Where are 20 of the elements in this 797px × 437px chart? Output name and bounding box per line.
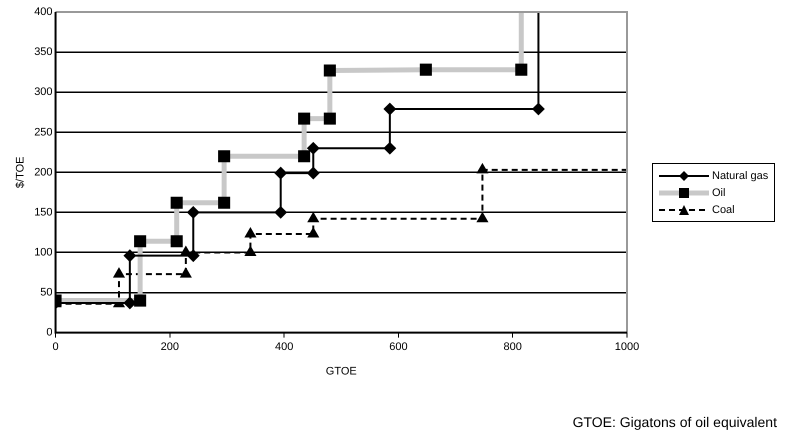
legend-label: Oil <box>712 186 726 198</box>
y-axis-title: $/TOE <box>14 156 27 188</box>
x-tick-label: 200 <box>160 341 180 354</box>
x-axis-title: GTOE <box>326 365 357 378</box>
y-tick-label: 300 <box>34 86 53 98</box>
y-tick-label: 150 <box>34 206 53 218</box>
x-tick-label: 1000 <box>614 341 640 354</box>
y-tick-label: 400 <box>34 6 53 18</box>
y-tick-label: 50 <box>40 286 53 299</box>
y-tick-label: 200 <box>34 166 53 178</box>
y-tick-label: 250 <box>34 126 53 138</box>
legend-label: Coal <box>712 204 735 216</box>
legend-label: Natural gas <box>712 170 768 182</box>
x-tick-label: 800 <box>504 341 522 354</box>
y-tick-label: 100 <box>34 246 53 258</box>
x-tick-label: 400 <box>274 341 294 354</box>
y-tick-label: 0 <box>46 326 53 339</box>
x-tick-label: 600 <box>389 341 408 354</box>
y-tick-label: 350 <box>34 46 53 58</box>
text: GTOE: Gigatons of oil equivalent <box>572 414 777 430</box>
